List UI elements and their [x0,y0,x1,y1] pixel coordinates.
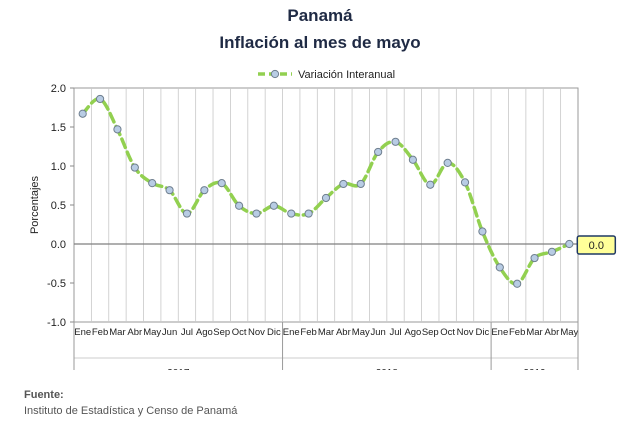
data-point [460,178,470,187]
data-point [182,209,192,218]
data-point [78,109,87,118]
x-tick-label: May [143,327,161,338]
data-point [95,94,105,104]
last-value-callout [576,235,617,255]
data-point [391,137,400,146]
x-tick-label: Ene [74,327,91,338]
data-point [530,253,539,263]
x-year-label: 2019 [523,368,546,370]
y-tick-label: 0.5 [51,200,66,212]
data-point [443,158,452,167]
last-value-label: 0.0 [589,240,604,252]
x-tick-label: Abr [127,327,142,338]
data-point [235,201,244,210]
y-axis-label: Porcentajes [29,175,41,234]
data-point [495,263,504,272]
source-text: Instituto de Estadística y Censo de Pana… [24,405,238,417]
data-point [339,179,348,189]
data-point [356,179,365,189]
data-point [287,209,296,218]
x-tick-label: Abr [545,327,560,338]
data-point [200,186,209,195]
x-tick-label: Feb [509,327,525,338]
plot-frame [73,87,579,323]
y-tick-label: -1.0 [47,317,66,329]
x-tick-label: Ago [404,327,421,338]
data-point [513,279,522,288]
y-tick-label: 0.0 [51,239,66,251]
x-tick-label: Jun [162,327,177,338]
legend-swatch-marker [270,69,280,79]
data-point [478,227,487,236]
y-tick-label: -0.5 [47,278,66,290]
x-tick-label: May [352,327,370,338]
data-point [426,180,435,189]
y-tick-label: 2.0 [51,83,66,95]
x-year-label: 2017 [167,368,190,370]
data-point [321,193,331,203]
legend-label: Variación Interanual [298,69,395,81]
data-point [408,155,417,164]
x-tick-label: Sep [213,327,230,338]
chart-subtitle: Inflación al mes de mayo [219,33,421,52]
data-point [547,247,557,256]
x-tick-label: Abr [336,327,351,338]
x-tick-label: Jul [181,327,193,338]
data-point [565,239,574,249]
chart-title: Panamá [287,6,353,25]
data-point [252,209,261,218]
data-point [165,186,174,195]
x-tick-label: Feb [92,327,108,338]
data-point [304,209,313,218]
x-tick-label: Ago [196,327,213,338]
x-tick-label: Sep [422,327,439,338]
x-tick-label: Mar [526,327,542,338]
data-point [130,163,139,172]
x-tick-label: Feb [300,327,316,338]
x-tick-label: Mar [318,327,334,338]
x-tick-label: Nov [248,327,265,338]
x-tick-label: Ene [283,327,300,338]
data-point [148,179,157,188]
x-year-label: 2018 [376,368,399,370]
x-tick-label: May [560,327,578,338]
x-tick-label: Dic [476,327,490,338]
x-tick-label: Jul [389,327,401,338]
data-point [269,201,278,210]
x-tick-label: Dic [267,327,281,338]
y-tick-label: 1.5 [51,122,66,134]
x-tick-label: Jun [370,327,385,338]
series-line [80,96,572,286]
y-tick-label: 1.0 [51,161,66,173]
x-tick-label: Mar [109,327,125,338]
x-tick-label: Nov [457,327,474,338]
x-tick-label: Ene [491,327,508,338]
x-tick-label: Oct [232,327,247,338]
data-point [374,147,383,157]
data-point [217,179,226,188]
source-label: Fuente: [24,389,64,401]
data-point [113,125,122,134]
x-tick-label: Oct [440,327,455,338]
